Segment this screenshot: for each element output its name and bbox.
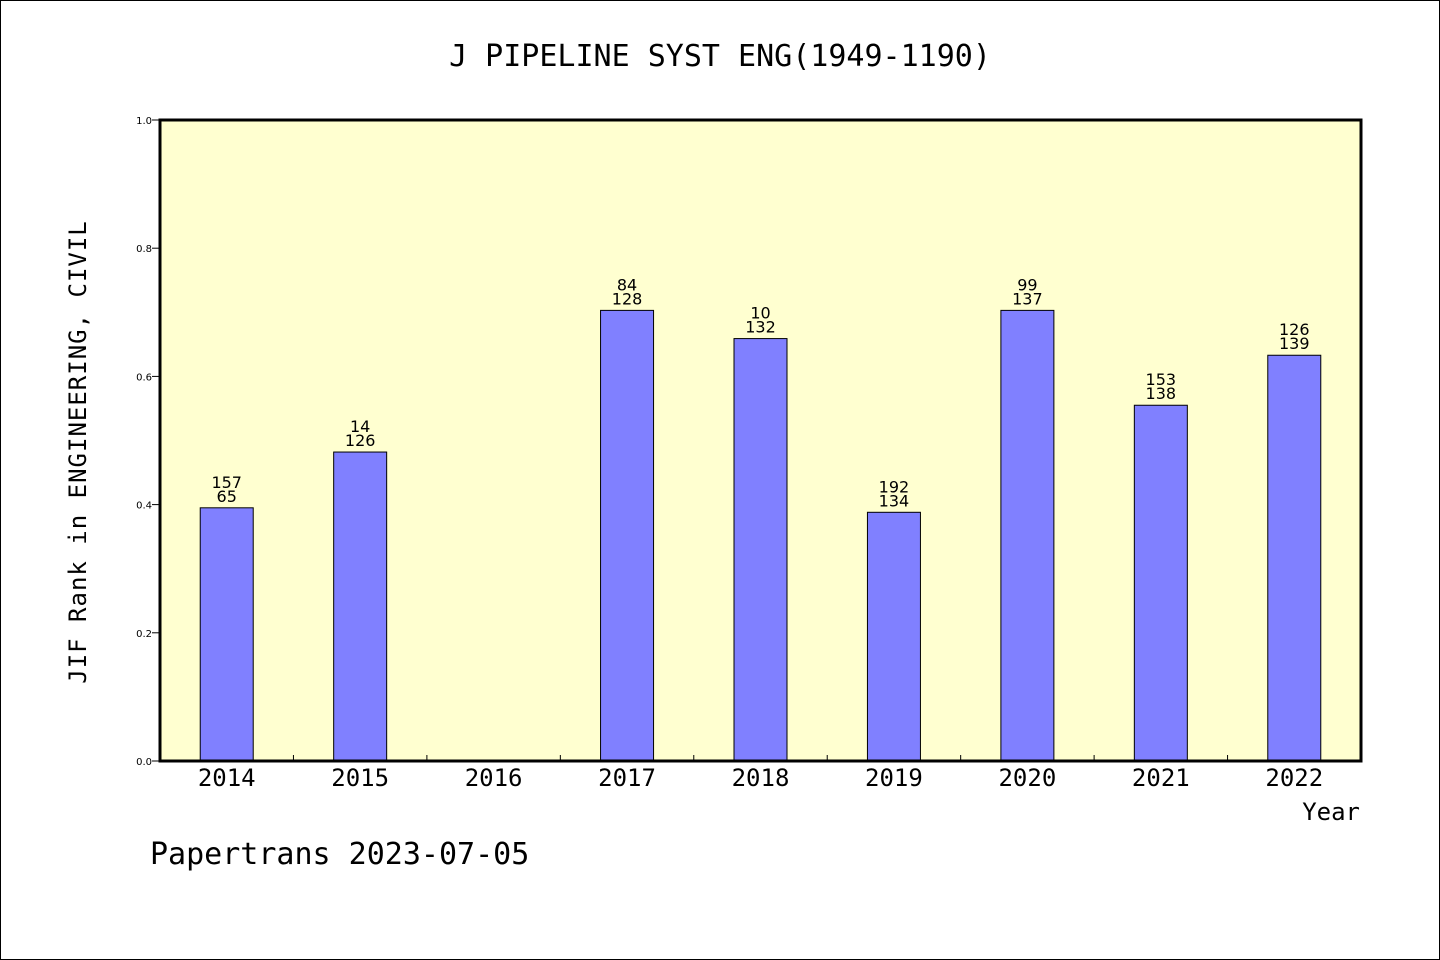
y-tick-label: 0.2 xyxy=(136,629,152,640)
bar-rank-label: 153 xyxy=(1146,370,1177,389)
bar-2022 xyxy=(1267,354,1322,762)
plot-border xyxy=(158,118,1363,763)
y-tick-label: 1.0 xyxy=(136,116,152,127)
x-tick-label: 2020 xyxy=(998,764,1056,792)
bar-total-label: 137 xyxy=(1012,289,1043,308)
bar-total-label: 132 xyxy=(745,318,776,337)
bar-2018 xyxy=(733,338,788,762)
bar-2014 xyxy=(199,507,254,762)
x-axis-label: Year xyxy=(1302,798,1360,826)
bar-rank-label: 192 xyxy=(879,477,910,496)
x-tick-label: 2015 xyxy=(331,764,389,792)
chart-title: J PIPELINE SYST ENG(1949-1190) xyxy=(449,39,991,74)
bar-rank-label: 14 xyxy=(350,417,370,436)
x-tick-label: 2022 xyxy=(1265,764,1323,792)
y-axis-ticks: 0.0 0.2 0.4 0.6 0.8 1.0 xyxy=(136,116,160,768)
bar-2017 xyxy=(600,309,655,762)
y-tick-label: 0.6 xyxy=(136,372,152,383)
bar-total-label: 138 xyxy=(1146,384,1177,403)
bar-total-label: 65 xyxy=(217,487,237,506)
y-tick-label: 0.0 xyxy=(136,757,152,768)
bar-rank-label: 99 xyxy=(1017,275,1037,294)
bars-group xyxy=(199,309,1322,762)
bar-rank-label: 84 xyxy=(617,275,637,294)
bar-2019 xyxy=(866,511,921,762)
x-tick-label: 2014 xyxy=(198,764,256,792)
bar-total-label: 134 xyxy=(879,491,910,510)
bar-total-label: 126 xyxy=(345,431,376,450)
x-axis-ticks: 2014 2015 2016 2017 2018 2019 2020 2021 2022 xyxy=(198,755,1323,792)
bar-rank-label: 157 xyxy=(211,473,242,492)
bar-total-label: 139 xyxy=(1279,334,1310,353)
bar-rank-label: 126 xyxy=(1279,320,1310,339)
footer-text: Papertrans 2023-07-05 xyxy=(150,837,529,872)
x-tick-label: 2019 xyxy=(865,764,923,792)
bar-2015 xyxy=(333,451,388,762)
data-labels-group: 1576514126841281013219213499137153138126… xyxy=(211,275,1309,510)
y-tick-label: 0.4 xyxy=(136,501,152,512)
x-tick-label: 2018 xyxy=(732,764,790,792)
x-tick-label: 2017 xyxy=(598,764,656,792)
bar-rank-label: 10 xyxy=(750,304,770,323)
x-tick-label: 2016 xyxy=(465,764,523,792)
x-tick-label: 2021 xyxy=(1132,764,1190,792)
bar-2020 xyxy=(1000,309,1055,762)
bar-2021 xyxy=(1133,404,1188,762)
bar-total-label: 128 xyxy=(612,289,643,308)
y-axis-label: JIF Rank in ENGINEERING, CIVIL xyxy=(64,220,92,683)
y-tick-label: 0.8 xyxy=(136,244,152,255)
